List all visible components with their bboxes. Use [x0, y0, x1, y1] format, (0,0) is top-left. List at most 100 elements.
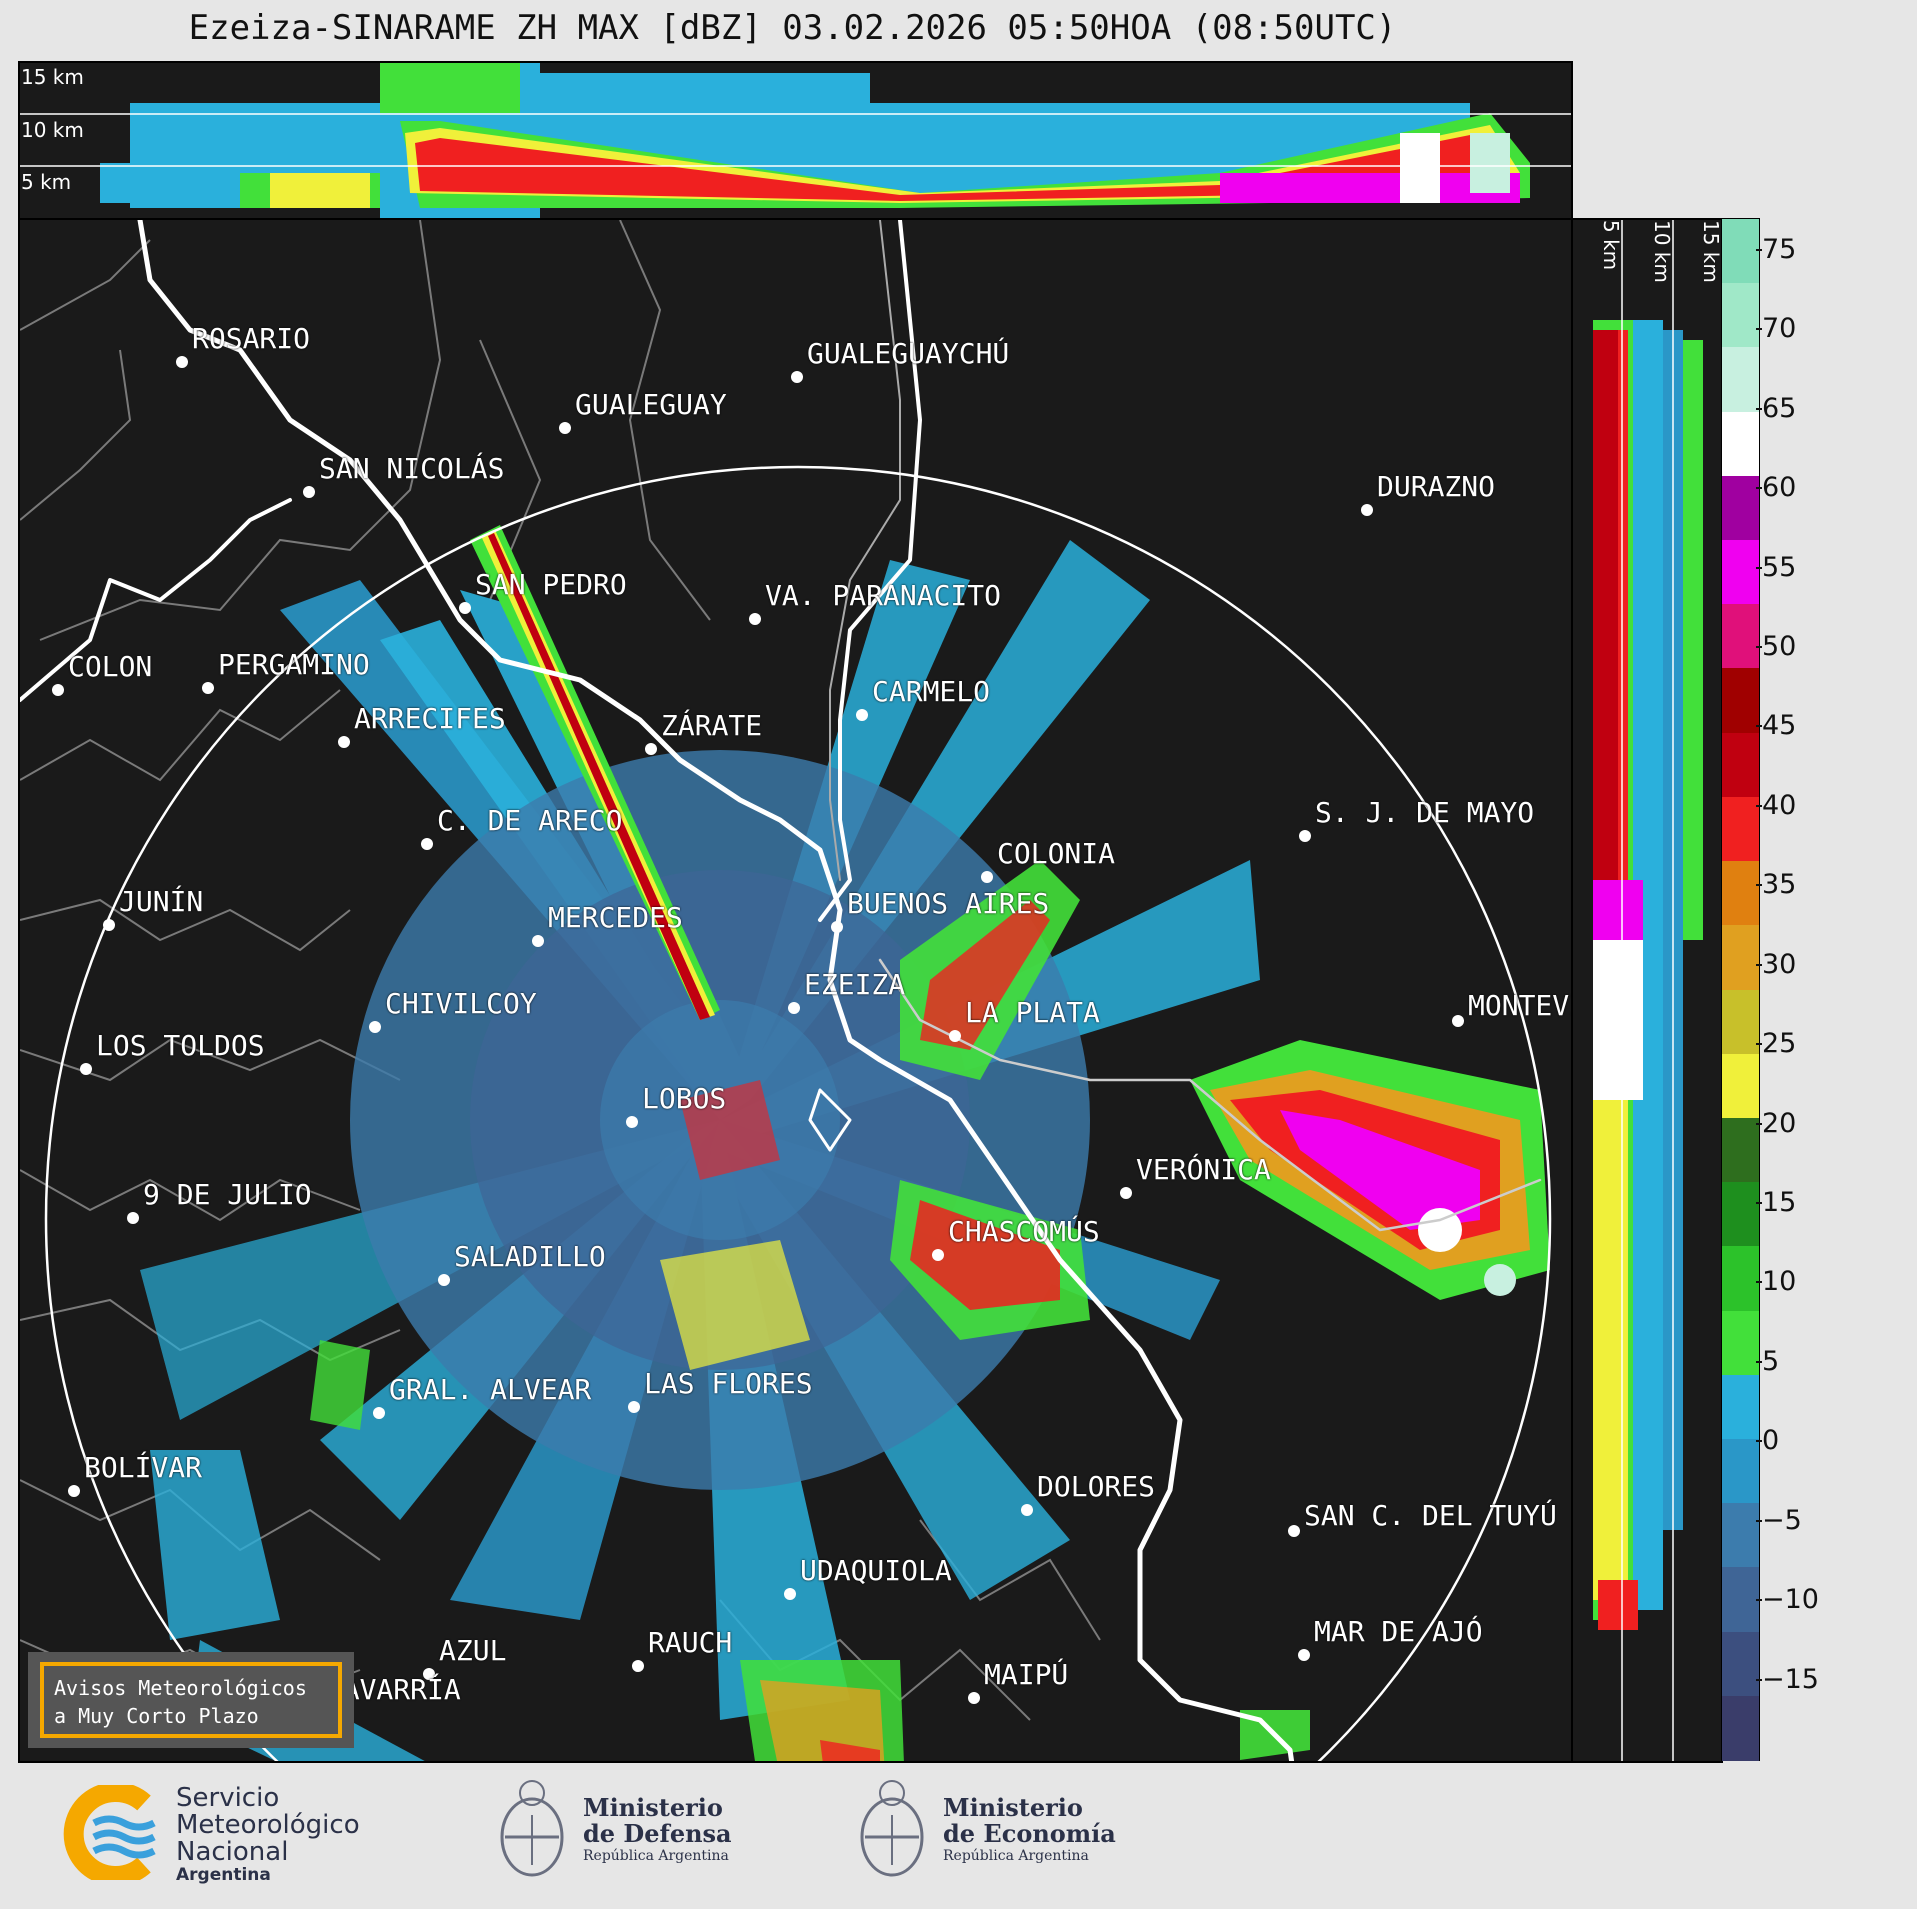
- city-marker: [1361, 504, 1373, 516]
- side-height-profile: 5 km 10 km 15 km: [1571, 218, 1723, 1763]
- colorbar-band: [1722, 1567, 1759, 1633]
- city-label: PERGAMINO: [218, 648, 370, 681]
- economia-line1: Ministerio: [943, 1793, 1083, 1822]
- colorbar-tick-label: 75: [1755, 233, 1797, 265]
- city-marker: [1452, 1015, 1464, 1027]
- colorbar-band: [1722, 1438, 1759, 1505]
- defensa-line1: Ministerio: [583, 1793, 723, 1822]
- defensa-line2: de Defensa: [583, 1819, 732, 1848]
- chart-title: Ezeiza-SINARAME ZH MAX [dBZ] 03.02.2026 …: [188, 8, 1397, 48]
- city-label: 9 DE JULIO: [143, 1178, 312, 1211]
- colorbar-band: [1722, 219, 1759, 285]
- city-label: GUALEGUAYCHÚ: [807, 337, 1010, 370]
- city-label: SALADILLO: [454, 1240, 606, 1273]
- avisos-line2: a Muy Corto Plazo: [54, 1704, 259, 1728]
- colorbar-tick-label: 45: [1755, 710, 1797, 742]
- side-height-label-5km: 5 km: [1599, 220, 1623, 271]
- city-marker: [459, 602, 471, 614]
- colorbar-band: [1722, 604, 1759, 670]
- city-marker: [559, 422, 571, 434]
- city-label: ZÁRATE: [661, 709, 763, 742]
- city-marker: [981, 871, 993, 883]
- city-label: LOBOS: [642, 1082, 727, 1115]
- dbz-colorbar: [1721, 218, 1760, 1761]
- city-marker: [80, 1063, 92, 1075]
- colorbar-band: [1722, 668, 1759, 734]
- colorbar-band: [1722, 925, 1759, 991]
- colorbar-tick-label: 20: [1755, 1107, 1797, 1139]
- city-marker: [338, 736, 350, 748]
- city-marker: [68, 1485, 80, 1497]
- city-label: SAN C. DEL TUYÚ: [1304, 1499, 1557, 1532]
- city-marker: [532, 935, 544, 947]
- city-marker: [1288, 1525, 1300, 1537]
- top-profile-echoes: [20, 63, 1571, 218]
- colorbar-band: [1722, 989, 1759, 1055]
- avisos-line1: Avisos Meteorológicos: [54, 1676, 307, 1700]
- top-height-label-5km: 5 km: [21, 170, 72, 194]
- city-marker: [202, 682, 214, 694]
- city-marker: [749, 613, 761, 625]
- city-marker: [968, 1692, 980, 1704]
- city-marker: [438, 1274, 450, 1286]
- city-label: C. DE ARECO: [437, 804, 623, 837]
- colorbar-tick-label: 25: [1755, 1028, 1797, 1060]
- city-label: COLONIA: [997, 837, 1116, 870]
- smn-line1: Servicio: [176, 1783, 280, 1813]
- city-label: JUNÍN: [119, 885, 204, 918]
- city-marker: [645, 743, 657, 755]
- colorbar-tick-label: −5: [1756, 1504, 1802, 1536]
- city-marker: [176, 356, 188, 368]
- national-shield-icon: [860, 1780, 924, 1877]
- smn-line2: Meteorológico: [176, 1810, 360, 1840]
- city-label: CHIVILCOY: [385, 987, 537, 1020]
- city-label: MAR DE AJÓ: [1314, 1615, 1483, 1648]
- city-label: MAIPÚ: [984, 1658, 1069, 1691]
- colorbar-tick-label: 55: [1755, 551, 1797, 583]
- city-label: GRAL. ALVEAR: [389, 1373, 592, 1406]
- city-label: BUENOS AIRES: [847, 887, 1050, 920]
- city-marker: [949, 1030, 961, 1042]
- city-marker: [788, 1002, 800, 1014]
- colorbar-tick-label: 65: [1755, 392, 1797, 424]
- defensa-logo: Ministerio de Defensa República Argentin…: [495, 1775, 755, 1890]
- city-marker: [628, 1401, 640, 1413]
- economia-logo: Ministerio de Economía República Argenti…: [855, 1775, 1135, 1890]
- colorbar-band: [1722, 732, 1759, 798]
- city-marker: [103, 919, 115, 931]
- colorbar-band: [1722, 861, 1759, 927]
- city-label: VERÓNICA: [1136, 1153, 1271, 1186]
- colorbar-band: [1722, 1695, 1759, 1761]
- city-label: LA PLATA: [965, 996, 1100, 1029]
- city-label: UDAQUIOLA: [800, 1554, 952, 1587]
- colorbar-tick-label: −15: [1756, 1663, 1819, 1695]
- colorbar-band: [1722, 1310, 1759, 1376]
- colorbar-tick-label: 50: [1755, 630, 1797, 662]
- side-height-label-15km: 15 km: [1699, 220, 1723, 283]
- colorbar-tick-label: 0: [1755, 1425, 1780, 1457]
- city-marker: [1299, 830, 1311, 842]
- colorbar-band: [1722, 1631, 1759, 1697]
- city-marker: [626, 1116, 638, 1128]
- colorbar-tick-label: 40: [1755, 789, 1797, 821]
- colorbar-tick-label: 60: [1755, 472, 1797, 504]
- top-height-profile: 15 km 10 km 5 km: [18, 61, 1573, 220]
- colorbar-tick-label: 30: [1755, 948, 1797, 980]
- side-height-label-10km: 10 km: [1650, 220, 1674, 283]
- colorbar-band: [1722, 1053, 1759, 1119]
- colorbar-band: [1722, 1246, 1759, 1312]
- colorbar-tick-label: −10: [1756, 1584, 1819, 1616]
- city-label: DURAZNO: [1377, 470, 1496, 503]
- city-label: AZUL: [439, 1634, 507, 1667]
- top-height-label-15km: 15 km: [21, 65, 84, 89]
- city-label: SAN PEDRO: [475, 568, 627, 601]
- radar-map: ROSARIO GUALEGUAYCHÚ GUALEGUAY SAN NICOLÁS D…: [18, 218, 1573, 1763]
- city-marker: [784, 1588, 796, 1600]
- city-marker: [52, 684, 64, 696]
- city-label: CHASCOMÚS: [948, 1215, 1100, 1248]
- economia-line2: de Economía: [943, 1819, 1116, 1848]
- city-marker: [421, 838, 433, 850]
- city-marker: [632, 1660, 644, 1672]
- city-marker: [127, 1212, 139, 1224]
- city-label: SAN NICOLÁS: [319, 452, 505, 485]
